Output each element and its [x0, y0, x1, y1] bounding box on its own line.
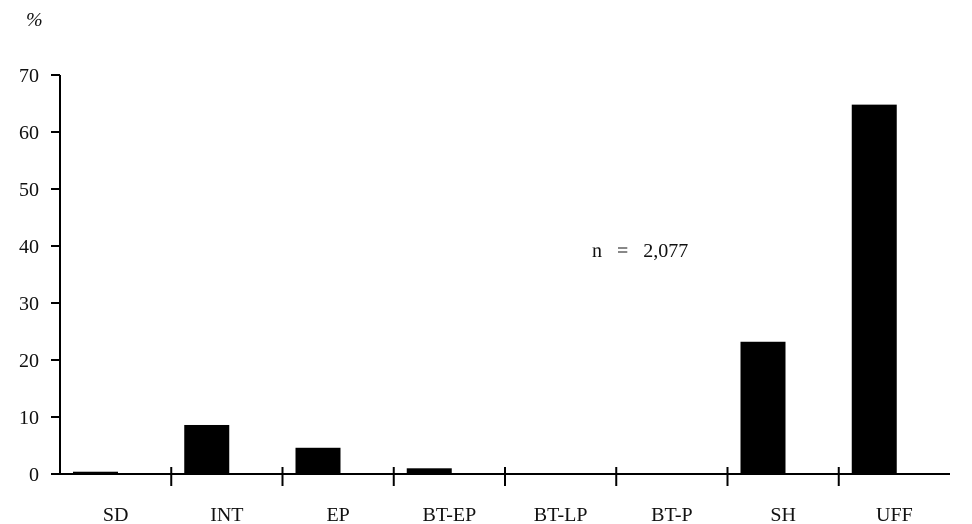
bar-series: [73, 104, 897, 474]
y-axis: 0 10 20 30 40 50 60 70: [19, 65, 61, 486]
y-tick-label: 20: [19, 350, 39, 372]
bar-sd: [73, 471, 118, 474]
bar-bt-lp: [518, 473, 563, 474]
x-tick-label: EP: [326, 504, 349, 524]
x-axis: SD INT EP BT-EP BT-LP BT-P SH UFF: [60, 467, 950, 524]
y-tick-label: 50: [19, 179, 39, 201]
bar-int: [184, 424, 230, 474]
bar-bt-ep: [406, 468, 452, 474]
x-tick-label: BT-EP: [423, 504, 477, 524]
y-axis-unit-label: %: [26, 9, 43, 31]
y-tick-label: 10: [19, 407, 39, 429]
bar-uff: [851, 104, 897, 474]
x-tick-label: SD: [103, 504, 129, 524]
y-tick-label: 70: [19, 65, 39, 87]
x-tick-label: INT: [210, 504, 243, 524]
x-tick-label: SH: [770, 504, 796, 524]
y-tick-label: 30: [19, 293, 39, 315]
bar-bt-p: [629, 473, 675, 474]
y-tick-label: 40: [19, 236, 39, 258]
x-tick-label: UFF: [876, 504, 913, 524]
y-tick-label: 0: [29, 464, 39, 486]
bar-sh: [740, 341, 786, 474]
sample-size-annotation: n = 2,077: [592, 240, 688, 262]
x-tick-label: BT-LP: [534, 504, 588, 524]
x-tick-label: BT-P: [651, 504, 693, 524]
y-tick-label: 60: [19, 122, 39, 144]
bar-ep: [295, 447, 341, 474]
